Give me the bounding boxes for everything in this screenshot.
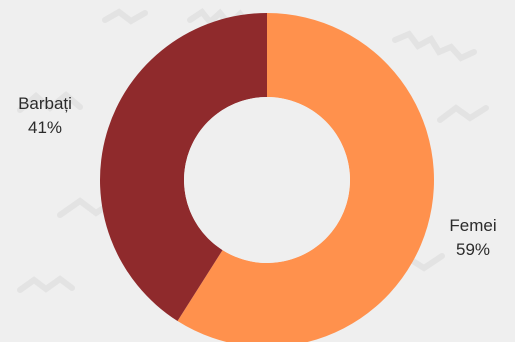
donut-hole (184, 97, 350, 263)
slice-label-barbati: Barbați 41% (6, 92, 84, 140)
slice-femei (177, 13, 434, 342)
slice-label-name: Barbați (18, 94, 72, 113)
slice-label-femei: Femei 59% (442, 214, 504, 262)
slice-label-value: 41% (27, 118, 63, 137)
slice-label-name: Femei (449, 216, 497, 235)
slice-barbati (99, 12, 267, 322)
slice-label-value: 59% (455, 240, 491, 259)
